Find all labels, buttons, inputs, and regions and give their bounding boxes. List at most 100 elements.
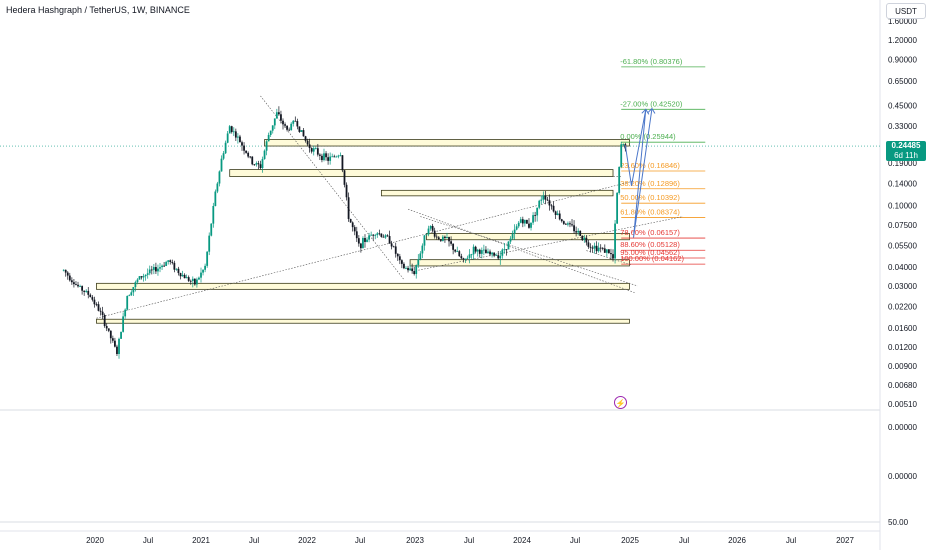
candle-body — [175, 268, 178, 270]
candle-body — [421, 245, 424, 254]
support-resistance-zone — [96, 318, 630, 324]
candle-body — [187, 277, 190, 281]
candle-body — [458, 251, 461, 257]
candle-body — [124, 309, 127, 317]
y-tick-label: 0.33000 — [888, 122, 917, 131]
candle-body — [169, 260, 172, 262]
candle-body — [564, 223, 567, 225]
candle-body — [257, 163, 260, 165]
candle-body — [359, 243, 362, 249]
x-tick-label: 2027 — [836, 536, 854, 545]
candle-body — [429, 225, 432, 229]
candle-body — [392, 246, 395, 248]
candle-body — [134, 282, 137, 288]
candle-body — [230, 126, 233, 132]
candle-body — [126, 296, 129, 310]
candle-body — [452, 243, 455, 250]
candle-body — [128, 295, 131, 297]
candle-body — [290, 123, 293, 131]
candle-body — [530, 222, 532, 228]
candle-body — [105, 325, 108, 329]
candle-body — [593, 245, 596, 249]
candle-body — [554, 211, 557, 215]
candle-body — [333, 156, 336, 158]
candle-body — [597, 247, 600, 252]
candle-body — [388, 236, 391, 244]
candle-body — [569, 223, 571, 225]
candle-body — [382, 236, 385, 238]
y-tick-label: 0.05500 — [888, 242, 917, 251]
candle-body — [306, 140, 309, 145]
candle-body — [173, 262, 176, 270]
lightning-icon[interactable]: ⚡ — [614, 396, 627, 409]
candle-body — [214, 191, 217, 206]
x-tick-label: Jul — [679, 536, 689, 545]
candle-body — [327, 157, 329, 161]
candle-body — [614, 223, 616, 259]
projection-arrowhead — [647, 107, 656, 114]
candle-body — [466, 257, 469, 259]
candle-body — [478, 249, 481, 254]
candle-body — [83, 290, 86, 292]
trendline — [418, 216, 684, 271]
candle-body — [384, 235, 387, 238]
candle-body — [282, 120, 284, 125]
candle-body — [271, 125, 274, 131]
candle-body — [308, 144, 311, 149]
fib-level-label: 78.60% (0.06157) — [620, 228, 680, 237]
candle-body — [109, 330, 112, 339]
y-tick-label: 0.01600 — [888, 324, 917, 333]
candle-body — [150, 269, 153, 271]
x-tick-label: 2022 — [298, 536, 316, 545]
trendline — [260, 95, 405, 280]
y-tick-label: 0.45000 — [888, 102, 917, 111]
candle-body — [616, 192, 619, 224]
candle-body — [177, 268, 180, 274]
candle-body — [208, 235, 211, 252]
candle-body — [433, 230, 436, 237]
candle-body — [120, 331, 122, 339]
candle-body — [321, 155, 323, 161]
candle-body — [560, 219, 563, 222]
candle-body — [255, 163, 258, 165]
candle-body — [339, 155, 342, 157]
candle-body — [577, 230, 580, 233]
x-tick-label: Jul — [786, 536, 796, 545]
candle-body — [439, 239, 442, 241]
candle-body — [605, 249, 608, 253]
candle-body — [374, 234, 377, 236]
candle-body — [546, 199, 549, 201]
candle-body — [267, 134, 270, 142]
candle-body — [159, 267, 161, 269]
candle-body — [366, 239, 368, 242]
candle-body — [259, 164, 262, 169]
support-resistance-zone — [380, 189, 614, 197]
candle-body — [138, 276, 141, 280]
y-tick-label: 1.60000 — [888, 17, 917, 26]
candle-body — [341, 155, 344, 171]
candle-body — [95, 304, 98, 306]
candle-body — [148, 269, 151, 274]
candle-body — [337, 155, 340, 157]
candle-body — [314, 148, 317, 150]
candle-body — [487, 251, 489, 254]
candle-body — [220, 158, 223, 172]
x-tick-label: Jul — [355, 536, 365, 545]
candle-body — [456, 251, 459, 253]
support-resistance-zone — [426, 233, 630, 241]
candle-body — [464, 258, 467, 260]
last-price-value: 0.24485 — [891, 141, 921, 150]
candle-body — [608, 249, 610, 254]
x-tick-label: Jul — [249, 536, 259, 545]
currency-button[interactable]: USDT — [886, 3, 926, 19]
candle-body — [288, 129, 291, 131]
candle-body — [357, 238, 360, 244]
candle-body — [296, 121, 299, 127]
candle-body — [345, 184, 348, 198]
candle-body — [237, 136, 239, 138]
candle-body — [423, 235, 426, 246]
x-tick-label: Jul — [143, 536, 153, 545]
candle-body — [155, 267, 157, 272]
candle-body — [68, 275, 71, 281]
